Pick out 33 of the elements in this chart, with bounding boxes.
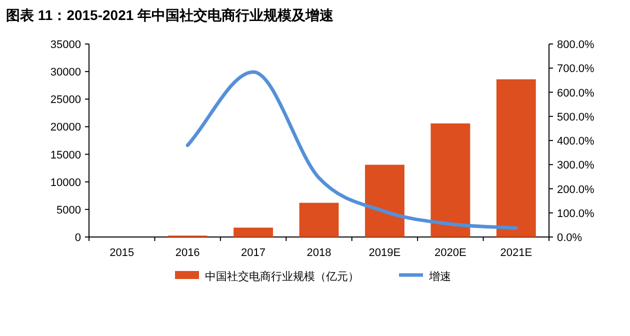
y-tick-label: 5000 bbox=[56, 204, 81, 216]
x-tick-label: 2018 bbox=[306, 247, 332, 259]
y-tick-label: 10000 bbox=[50, 176, 81, 189]
x-tick-label: 2015 bbox=[110, 247, 134, 259]
bar bbox=[365, 164, 404, 237]
x-tick-label: 2016 bbox=[175, 247, 200, 259]
bar bbox=[234, 228, 273, 237]
bar bbox=[299, 202, 339, 237]
bar bbox=[430, 123, 470, 237]
y2-tick-label: 200.0% bbox=[557, 184, 595, 196]
y-tick-label: 30000 bbox=[50, 66, 81, 79]
chart-title: 图表 11：2015-2021 年中国社交电商行业规模及增速 bbox=[6, 7, 335, 23]
y2-tick-label: 400.0% bbox=[557, 136, 595, 148]
y2-tick-label: 300.0% bbox=[557, 160, 595, 172]
y2-tick-label: 700.0% bbox=[557, 63, 595, 76]
y-tick-label: 0 bbox=[74, 232, 81, 244]
x-tick-label: 2020E bbox=[434, 247, 466, 259]
y2-tick-label: 600.0% bbox=[557, 87, 595, 100]
bar bbox=[496, 79, 536, 237]
line-series bbox=[186, 70, 518, 230]
x-tick-label: 2017 bbox=[241, 247, 266, 259]
y-tick-label: 15000 bbox=[50, 149, 81, 162]
y2-tick-label: 500.0% bbox=[557, 111, 595, 124]
x-tick-label: 2019E bbox=[368, 247, 401, 259]
y2-tick-label: 800.0% bbox=[557, 39, 595, 51]
legend-label: 增速 bbox=[428, 270, 451, 283]
y-tick-label: 20000 bbox=[50, 122, 81, 134]
y2-tick-label: 100.0% bbox=[557, 208, 595, 220]
legend-label: 中国社交电商行业规模（亿元） bbox=[205, 270, 359, 283]
y-tick-label: 35000 bbox=[50, 39, 81, 51]
y-tick-label: 25000 bbox=[50, 94, 81, 106]
y2-tick-label: 0.0% bbox=[557, 232, 582, 244]
x-tick-label: 2021E bbox=[500, 247, 532, 259]
